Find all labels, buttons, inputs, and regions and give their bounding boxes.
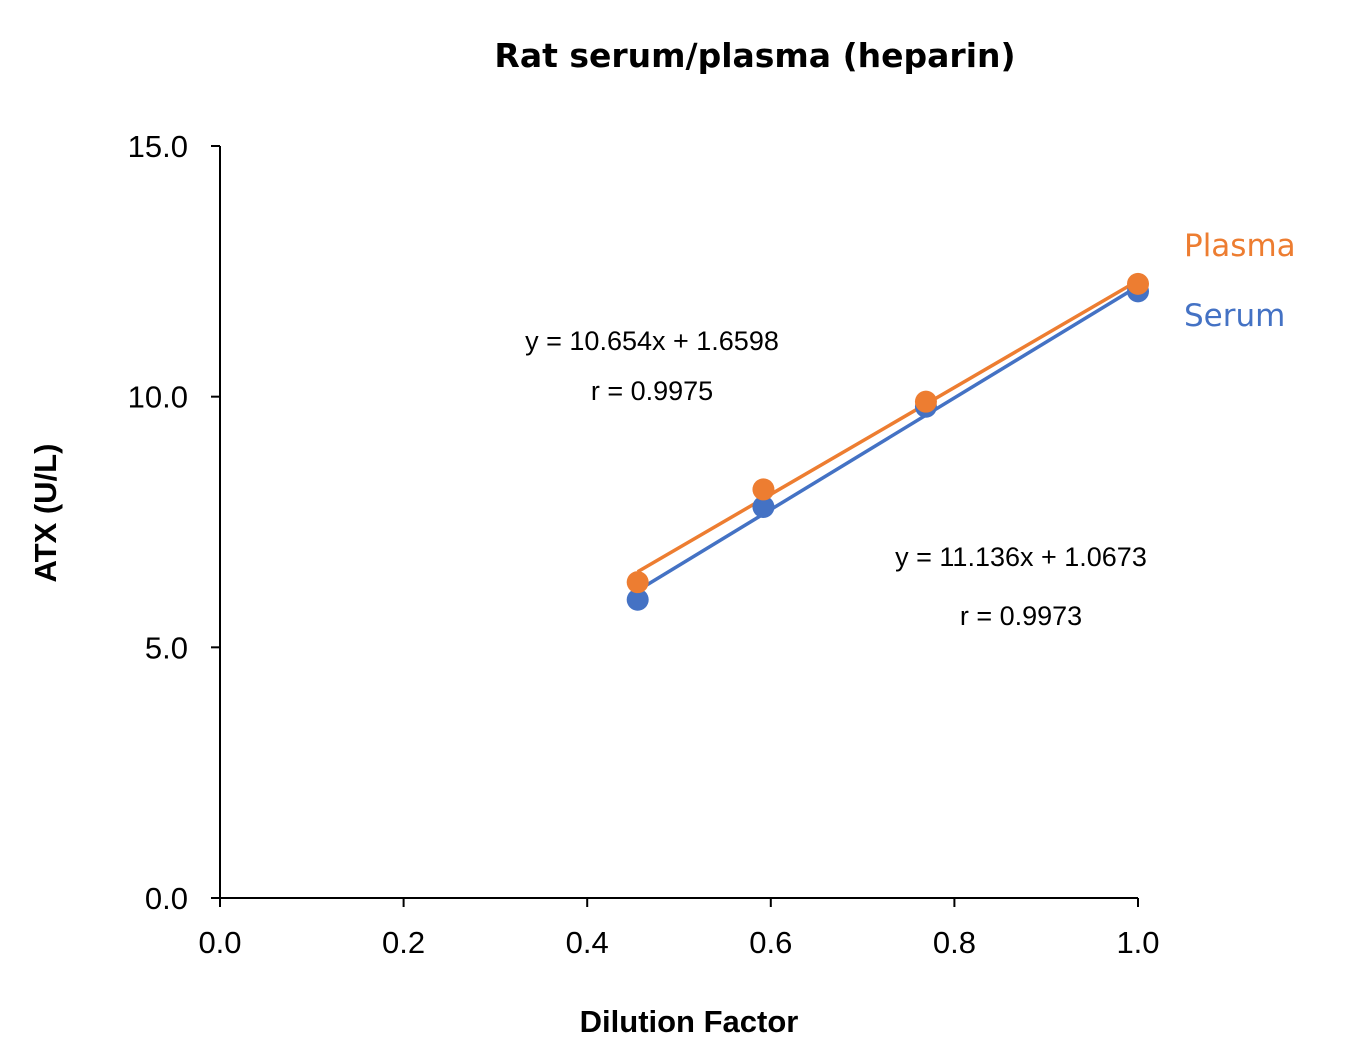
y-tick-label: 5.0 (145, 630, 188, 665)
serum-point (626, 588, 649, 611)
x-tick-label: 0.2 (382, 925, 425, 960)
legend-serum: Serum (1184, 298, 1285, 334)
x-tick-label: 0.0 (198, 925, 241, 960)
y-tick-label: 0.0 (145, 881, 188, 916)
y-tick-label: 10.0 (128, 380, 188, 415)
plasma-point (914, 390, 937, 413)
legend-plasma: Plasma (1184, 228, 1296, 264)
x-axis-label: Dilution Factor (580, 1004, 799, 1039)
serum-point (752, 495, 775, 518)
x-tick-label: 1.0 (1116, 925, 1159, 960)
points (626, 272, 1149, 611)
x-tick-label: 0.8 (933, 925, 976, 960)
axes (219, 146, 1138, 899)
plasma-point (752, 478, 775, 501)
plasma-r-value: r = 0.9975 (591, 376, 713, 406)
y-axis-label: ATX (U/L) (28, 444, 63, 583)
plasma-equation: y = 10.654x + 1.6598 (525, 326, 779, 356)
serum-equation: y = 11.136x + 1.0673 (895, 542, 1147, 572)
serum-r-value: r = 0.9973 (960, 601, 1082, 631)
plasma-point (626, 571, 649, 594)
trendlines (636, 279, 1139, 592)
chart-title: Rat serum/plasma (heparin) (494, 36, 1015, 75)
y-tick-label: 15.0 (128, 129, 188, 164)
ticks: 0.0 0.2 0.4 0.6 0.8 1.0 0.0 5.0 10.0 15.0 (128, 129, 1160, 960)
plasma-point (1127, 272, 1149, 295)
serum-trendline (636, 284, 1139, 592)
x-tick-label: 0.4 (566, 925, 609, 960)
plasma-trendline (636, 279, 1139, 574)
x-tick-label: 0.6 (749, 925, 792, 960)
